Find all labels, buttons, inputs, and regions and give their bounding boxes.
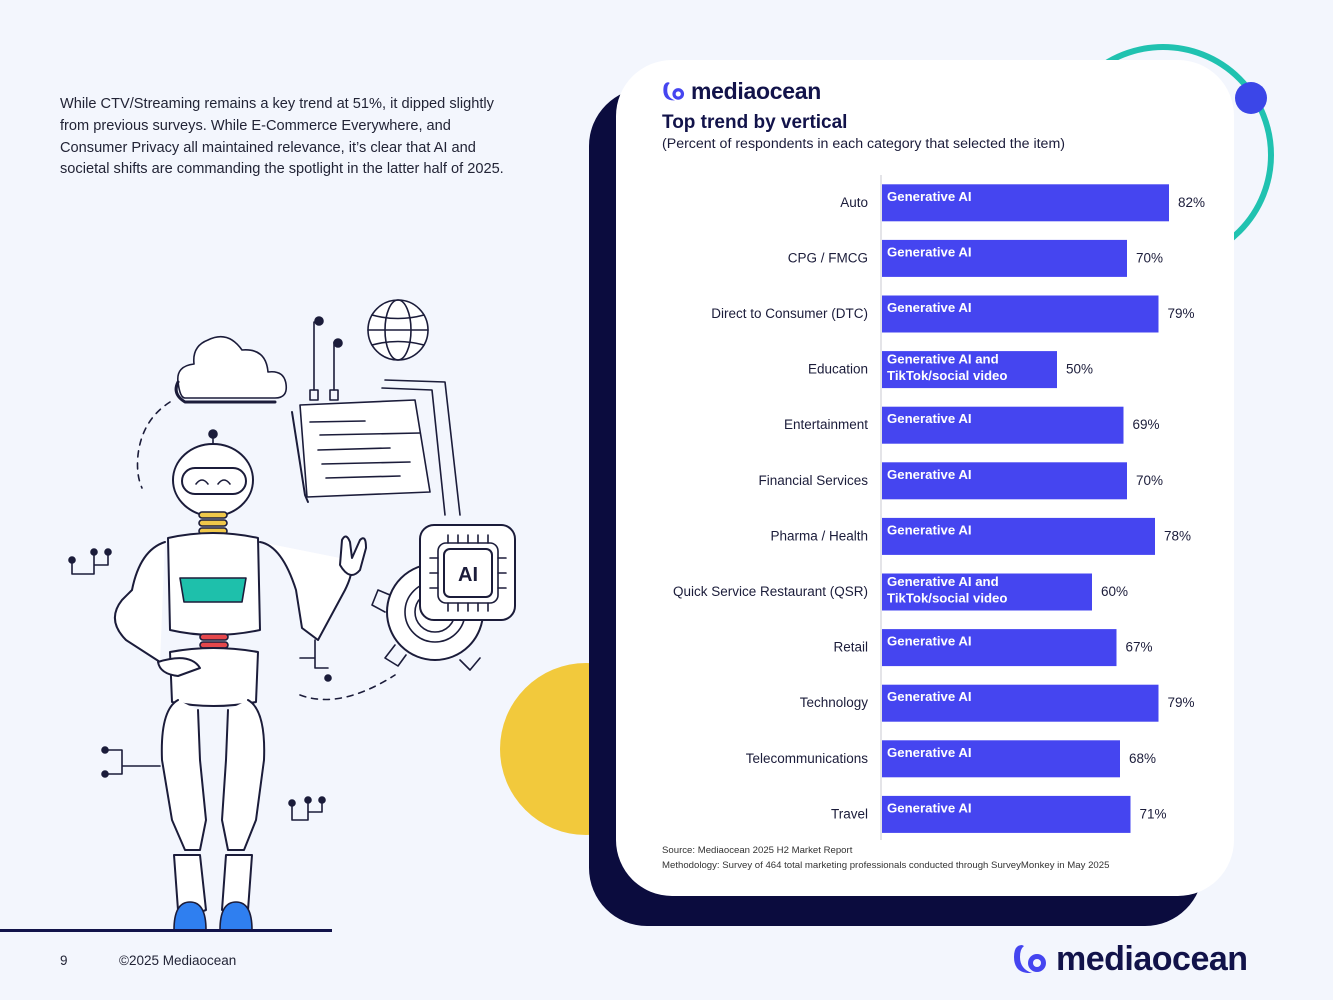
category-label: Education <box>808 362 868 377</box>
bar <box>882 517 1155 555</box>
card-logo: mediaocean <box>662 78 821 105</box>
value-label: 67% <box>1126 640 1153 655</box>
robot-head <box>172 429 254 517</box>
document-panel <box>291 379 461 516</box>
robot-legs <box>160 699 266 916</box>
value-label: 69% <box>1133 417 1160 432</box>
bar <box>882 462 1127 500</box>
circuit-traces <box>68 548 396 821</box>
category-label: Financial Services <box>758 473 868 488</box>
bar-label: Generative AI <box>887 411 972 426</box>
category-label: Travel <box>831 806 868 821</box>
bar-label: Generative AI <box>887 745 972 760</box>
bar-label: TikTok/social video <box>887 591 1007 606</box>
footer-rule <box>0 929 332 932</box>
footer-logo: mediaocean <box>1012 940 1248 979</box>
robot-feet <box>173 901 253 931</box>
robot-illustration: AI <box>68 299 516 931</box>
bar-label: Generative AI <box>887 300 972 315</box>
value-label: 68% <box>1129 751 1156 766</box>
bar-label: Generative AI <box>887 800 972 815</box>
value-label: 70% <box>1136 250 1163 265</box>
mediaocean-logo-icon <box>1014 944 1046 973</box>
bar-label: Generative AI <box>887 244 972 259</box>
bar <box>882 740 1120 778</box>
bar-label: Generative AI <box>887 634 972 649</box>
bar-label: TikTok/social video <box>887 368 1007 383</box>
value-label: 78% <box>1164 528 1191 543</box>
card-logo-wordmark: mediaocean <box>691 78 821 104</box>
ai-chip-label: AI <box>458 564 478 586</box>
antenna-icon <box>309 316 343 401</box>
methodology-note: Methodology: Survey of 464 total marketi… <box>662 860 1110 871</box>
robot-neck <box>198 511 228 535</box>
page-number: 9 <box>60 953 68 968</box>
intro-paragraph: While CTV/Streaming remains a key trend … <box>60 96 504 178</box>
chart-title: Top trend by vertical <box>662 112 848 133</box>
category-label: CPG / FMCG <box>788 250 868 265</box>
value-label: 60% <box>1101 584 1128 599</box>
value-label: 71% <box>1140 806 1167 821</box>
value-label: 79% <box>1168 306 1195 321</box>
bar <box>882 684 1159 722</box>
bar-label: Generative AI and <box>887 574 999 589</box>
category-label: Retail <box>833 640 868 655</box>
robot-torso <box>167 532 261 707</box>
bar <box>882 184 1169 222</box>
bar <box>882 573 1092 611</box>
bar-label: Generative AI <box>887 522 972 537</box>
value-label: 79% <box>1168 695 1195 710</box>
category-label: Direct to Consumer (DTC) <box>711 306 868 321</box>
bar-chart: Auto Generative AI 82% CPG / FMCG Generative… <box>673 175 1205 840</box>
bar <box>882 351 1057 389</box>
ai-chip-icon <box>419 524 516 621</box>
category-label: Entertainment <box>784 417 868 432</box>
category-label: Auto <box>840 195 868 210</box>
value-label: 82% <box>1178 195 1205 210</box>
globe-icon <box>367 299 429 361</box>
bar <box>882 795 1131 833</box>
bar-label: Generative AI and <box>887 352 999 367</box>
value-label: 70% <box>1136 473 1163 488</box>
bar-label: Generative AI <box>887 689 972 704</box>
bar <box>882 629 1117 667</box>
copyright-text: ©2025 Mediaocean <box>119 953 237 968</box>
mediaocean-logo-icon <box>663 81 685 100</box>
blue-dot <box>1235 82 1267 114</box>
value-label: 50% <box>1066 362 1093 377</box>
bar <box>882 406 1124 444</box>
bar-label: Generative AI <box>887 467 972 482</box>
category-label: Pharma / Health <box>770 528 868 543</box>
chart-subtitle: (Percent of respondents in each category… <box>662 136 1065 152</box>
bar <box>882 295 1159 333</box>
category-label: Quick Service Restaurant (QSR) <box>673 584 868 599</box>
category-label: Telecommunications <box>746 751 869 766</box>
bar-label: Generative AI <box>887 189 972 204</box>
bar <box>882 239 1127 277</box>
source-note: Source: Mediaocean 2025 H2 Market Report <box>662 845 853 856</box>
category-label: Technology <box>800 695 869 710</box>
cloud-icon <box>174 335 288 404</box>
robot-arms <box>114 535 367 677</box>
chart-card: mediaocean Top trend by vertical (Percen… <box>616 60 1234 896</box>
footer-logo-wordmark: mediaocean <box>1056 940 1248 978</box>
